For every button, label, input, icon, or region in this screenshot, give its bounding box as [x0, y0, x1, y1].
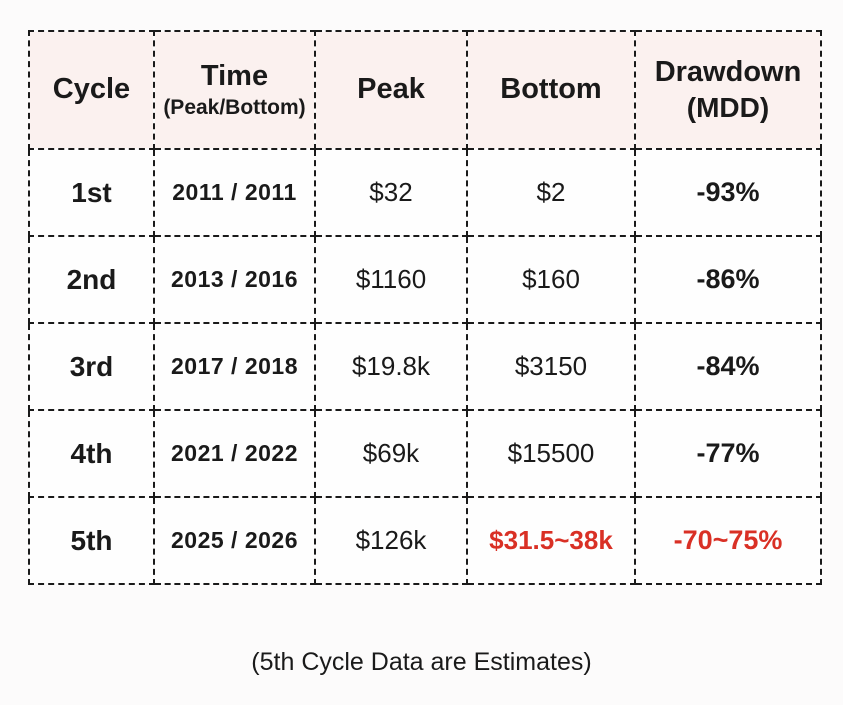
table-row: 2nd 2013 / 2016 $1160 $160 -86%	[28, 235, 822, 324]
header-drawdown: Drawdown (MDD)	[634, 30, 822, 150]
cycle-table-container: Cycle Time (Peak/Bottom) Peak Bottom Dra…	[28, 30, 822, 585]
header-drawdown-label: Drawdown	[654, 56, 802, 89]
header-bottom-label: Bottom	[500, 73, 602, 106]
cell-drawdown: -93%	[634, 148, 822, 237]
table-row: 3rd 2017 / 2018 $19.8k $3150 -84%	[28, 322, 822, 411]
header-time: Time (Peak/Bottom)	[153, 30, 316, 150]
header-peak: Peak	[314, 30, 468, 150]
cell-bottom: $3150	[466, 322, 636, 411]
header-time-sublabel: (Peak/Bottom)	[163, 95, 306, 119]
cell-drawdown: -70~75%	[634, 496, 822, 585]
cell-peak: $126k	[314, 496, 468, 585]
header-cycle-label: Cycle	[52, 73, 131, 106]
cell-cycle: 3rd	[28, 322, 155, 411]
header-drawdown-sublabel: (MDD)	[686, 91, 770, 123]
header-cycle: Cycle	[28, 30, 155, 150]
cell-cycle: 1st	[28, 148, 155, 237]
cell-bottom: $160	[466, 235, 636, 324]
cell-time: 2025 / 2026	[153, 496, 316, 585]
cell-cycle: 4th	[28, 409, 155, 498]
cell-drawdown: -84%	[634, 322, 822, 411]
cell-drawdown: -77%	[634, 409, 822, 498]
cell-bottom: $31.5~38k	[466, 496, 636, 585]
header-row: Cycle Time (Peak/Bottom) Peak Bottom Dra…	[28, 30, 822, 150]
cell-time: 2017 / 2018	[153, 322, 316, 411]
table-row: 1st 2011 / 2011 $32 $2 -93%	[28, 148, 822, 237]
cell-peak: $69k	[314, 409, 468, 498]
cell-peak: $1160	[314, 235, 468, 324]
table-row: 4th 2021 / 2022 $69k $15500 -77%	[28, 409, 822, 498]
cell-time: 2011 / 2011	[153, 148, 316, 237]
cell-bottom: $2	[466, 148, 636, 237]
cell-cycle: 2nd	[28, 235, 155, 324]
cell-bottom: $15500	[466, 409, 636, 498]
cell-time: 2013 / 2016	[153, 235, 316, 324]
cell-cycle: 5th	[28, 496, 155, 585]
cell-peak: $32	[314, 148, 468, 237]
cell-peak: $19.8k	[314, 322, 468, 411]
header-time-label: Time	[200, 60, 269, 93]
cell-drawdown: -86%	[634, 235, 822, 324]
table-row: 5th 2025 / 2026 $126k $31.5~38k -70~75%	[28, 496, 822, 585]
cell-time: 2021 / 2022	[153, 409, 316, 498]
header-peak-label: Peak	[357, 73, 425, 106]
cycle-table: Cycle Time (Peak/Bottom) Peak Bottom Dra…	[28, 30, 822, 585]
footnote-caption: (5th Cycle Data are Estimates)	[251, 648, 592, 676]
header-bottom: Bottom	[466, 30, 636, 150]
